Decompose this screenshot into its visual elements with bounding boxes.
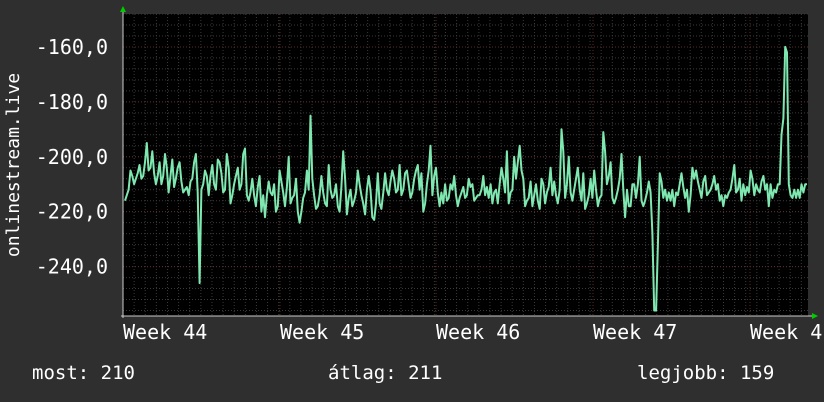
y-tick-label: -220,0 xyxy=(36,200,108,224)
x-tick-label: Week 4 xyxy=(750,320,822,344)
y-axis-label: onlinestream.live xyxy=(3,73,24,257)
stat-average: átlag: 211 xyxy=(328,362,443,384)
y-tick-label: -160,0 xyxy=(36,35,108,59)
x-tick-label: Week 46 xyxy=(436,320,520,344)
series-line xyxy=(124,45,807,312)
stat-current: most: 210 xyxy=(32,362,135,384)
y-tick-labels: -160,0 -180,0 -200,0 -220,0 -240,0 xyxy=(36,35,108,279)
y-axis-arrow-icon xyxy=(120,6,126,12)
x-axis-arrow-icon xyxy=(812,313,818,319)
y-tick-label: -200,0 xyxy=(36,145,108,169)
x-tick-label: Week 47 xyxy=(593,320,677,344)
x-tick-label: Week 45 xyxy=(280,320,364,344)
y-tick-label: -180,0 xyxy=(36,90,108,114)
x-tick-labels: Week 44 Week 45 Week 46 Week 47 Week 4 xyxy=(123,320,822,344)
stat-best: legjobb: 159 xyxy=(637,362,775,384)
plot-area xyxy=(123,14,808,316)
axes xyxy=(120,6,818,319)
x-tick-label: Week 44 xyxy=(123,320,207,344)
y-tick-label: -240,0 xyxy=(36,255,108,279)
